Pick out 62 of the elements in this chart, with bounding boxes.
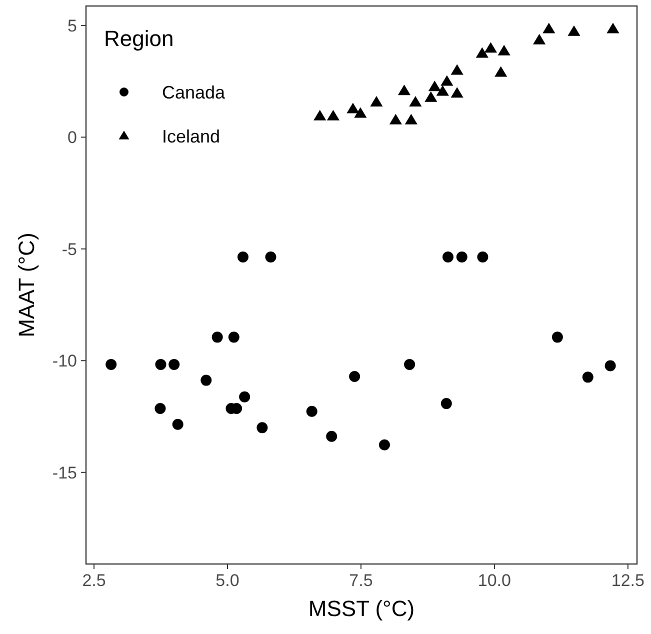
point (200, 374, 212, 386)
y-tick-label: 5 (68, 16, 77, 36)
point (477, 251, 488, 262)
point (498, 44, 510, 56)
point (552, 332, 563, 343)
y-tick-label: -5 (62, 240, 77, 259)
point (606, 22, 620, 34)
point (265, 251, 276, 262)
legend-label: Canada (162, 82, 226, 102)
y-tick-label: -15 (52, 463, 77, 482)
point (326, 430, 338, 442)
point (404, 358, 416, 370)
point (378, 439, 390, 450)
point (494, 66, 508, 77)
point (346, 102, 360, 114)
point (237, 251, 248, 262)
point (409, 96, 422, 107)
point (239, 391, 250, 402)
point (314, 110, 326, 120)
point (440, 398, 452, 410)
point (172, 418, 184, 430)
point (532, 34, 546, 44)
point (442, 251, 454, 262)
point (582, 372, 594, 383)
point (476, 47, 488, 58)
point (428, 80, 441, 92)
point (436, 85, 449, 96)
point (450, 64, 464, 75)
point (326, 110, 340, 120)
point (354, 107, 367, 118)
point (542, 22, 556, 34)
point (568, 25, 580, 36)
point (306, 406, 318, 417)
point (349, 371, 360, 382)
point (154, 402, 166, 414)
point (370, 96, 383, 107)
point (155, 358, 166, 370)
x-axis-title: MSST (°C) (308, 596, 415, 621)
x-tick-label: 10.0 (478, 571, 511, 590)
point (404, 114, 418, 124)
point (398, 84, 411, 96)
x-tick-label: 5.0 (216, 571, 240, 590)
y-tick-label: -10 (52, 352, 77, 371)
point (389, 114, 402, 124)
y-tick-label: 0 (68, 128, 77, 148)
point (212, 332, 223, 343)
legend-label: Iceland (162, 126, 220, 146)
point (604, 360, 616, 372)
point (106, 358, 117, 370)
point (168, 358, 180, 370)
point (484, 42, 498, 53)
point (228, 332, 240, 343)
point (256, 422, 268, 434)
point (440, 75, 454, 86)
x-tick-label: 7.5 (349, 571, 373, 590)
y-axis-title: MAAT (°C) (14, 232, 39, 338)
x-tick-label: 12.5 (611, 571, 644, 590)
point (456, 251, 468, 262)
x-tick-label: 2.5 (82, 571, 106, 590)
legend-title: Region (104, 26, 174, 51)
point (450, 87, 464, 98)
point (424, 91, 438, 102)
